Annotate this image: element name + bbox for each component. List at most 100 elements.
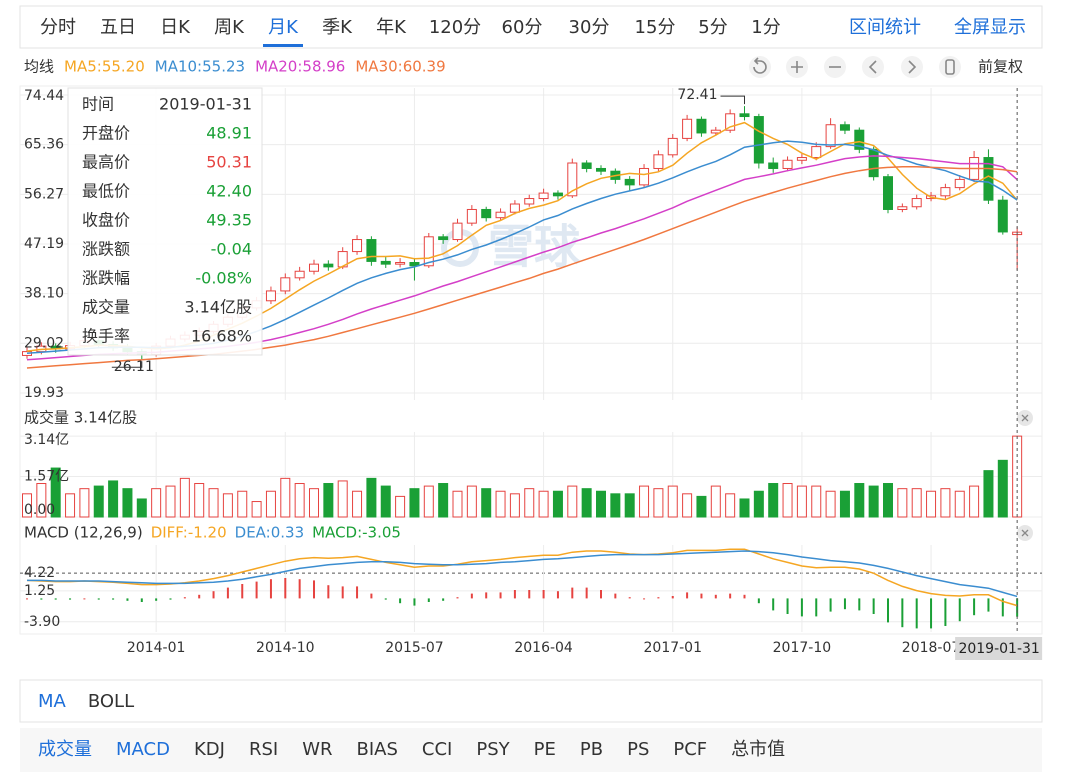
tab[interactable]: 5分: [698, 17, 727, 38]
tab[interactable]: 日K: [160, 17, 191, 38]
volume-bar: [65, 493, 76, 518]
volume-bar: [194, 483, 205, 518]
tooltip-value: 50.31: [206, 153, 252, 172]
volume-bar: [481, 488, 492, 518]
y-tick-label: 65.36: [24, 137, 64, 153]
volume-bar: [624, 493, 635, 518]
tab[interactable]: 分时: [40, 17, 76, 38]
macd-bar: [657, 597, 660, 599]
candle-body: [309, 263, 319, 272]
macd-bar: [298, 579, 301, 599]
ma-legend: 均线: [24, 58, 54, 76]
tab[interactable]: 1分: [751, 17, 780, 38]
macd-bar: [585, 587, 588, 599]
macd-bar: [528, 590, 531, 599]
macd-bar: [370, 593, 373, 599]
left-button[interactable]: [862, 56, 884, 78]
left-icon: [868, 60, 877, 74]
indicator-tab[interactable]: 成交量: [38, 739, 92, 760]
volume-bar: [423, 485, 434, 518]
indicator-tab[interactable]: PS: [627, 739, 649, 760]
plot-frame: [19, 85, 1043, 635]
volume-bar: [552, 490, 563, 518]
y-tick-label: 1.25: [24, 583, 55, 599]
tooltip-value: 42.40: [206, 182, 252, 201]
tab[interactable]: 30分: [569, 17, 610, 38]
macd-bar: [987, 598, 990, 612]
indicator-tab[interactable]: 总市值: [731, 739, 785, 760]
indicator-tab[interactable]: MACD: [116, 739, 170, 760]
volume-bar: [653, 488, 664, 518]
tab[interactable]: 年K: [376, 17, 407, 38]
y-tick-label: 47.19: [24, 236, 64, 252]
action[interactable]: 区间统计: [849, 17, 921, 38]
tooltip-key: 成交量: [82, 298, 130, 317]
macd-bar: [255, 581, 258, 599]
indicator-tab[interactable]: BOLL: [88, 691, 134, 712]
tooltip-key: 最低价: [82, 182, 130, 201]
action[interactable]: 全屏显示: [954, 17, 1026, 38]
indicator-tab[interactable]: PSY: [476, 739, 510, 760]
panel-title: 成交量 3.14亿股: [24, 409, 137, 427]
macd-bar: [815, 598, 818, 617]
volume-bar: [581, 488, 592, 518]
tooltip-key: 换手率: [82, 327, 130, 346]
macd-bar: [973, 598, 976, 616]
tooltip: [67, 87, 263, 356]
indicator-tab[interactable]: KDJ: [194, 739, 225, 760]
volume-bar: [868, 485, 879, 518]
indicator-tab[interactable]: RSI: [249, 739, 278, 760]
indicator-tab[interactable]: BIAS: [357, 739, 398, 760]
candle-body: [854, 129, 865, 150]
ma-legend: MA5:55.20: [64, 58, 145, 76]
candle-body: [552, 192, 563, 197]
macd-bar: [442, 598, 445, 601]
macd-bar: [786, 598, 789, 614]
macd-bar: [284, 578, 287, 599]
undo-button[interactable]: [749, 56, 771, 78]
macd-bar: [714, 594, 717, 599]
indicator-tab[interactable]: PE: [534, 739, 556, 760]
volume-bar: [854, 483, 865, 518]
tab[interactable]: 15分: [635, 17, 676, 38]
indicator-tab[interactable]: WR: [302, 739, 332, 760]
macd-bar: [757, 598, 760, 604]
volume-bar: [825, 490, 836, 518]
tab[interactable]: 五日: [100, 17, 136, 38]
y-tick-label: 19.93: [24, 385, 64, 401]
reset-icon: [945, 59, 955, 75]
volume-bar: [524, 488, 535, 518]
macd-bar: [427, 598, 430, 602]
x-tick-label: 2018-07: [902, 640, 961, 656]
volume-bar: [165, 485, 176, 518]
indicator-tab[interactable]: MA: [38, 691, 67, 712]
tab[interactable]: 月K: [268, 17, 299, 38]
y-tick-label: -3.90: [24, 614, 60, 630]
tab[interactable]: 60分: [502, 17, 543, 38]
tab[interactable]: 周K: [214, 17, 245, 38]
candle-body: [352, 239, 363, 253]
candle-body: [954, 178, 965, 189]
candle-body: [323, 263, 334, 268]
candle-body: [940, 187, 951, 197]
tab[interactable]: 120分: [429, 17, 481, 38]
macd-bar: [198, 594, 201, 599]
volume-bar: [739, 498, 750, 518]
candle-body: [653, 154, 664, 169]
adjust-toggle[interactable]: 前复权: [978, 58, 1023, 76]
macd-bar: [112, 598, 115, 600]
indicator-tab[interactable]: CCI: [422, 739, 452, 760]
right-button[interactable]: [901, 56, 923, 78]
volume-bar: [839, 490, 850, 518]
macd-bar: [456, 597, 459, 599]
indicator-tab[interactable]: PCF: [673, 739, 707, 760]
indicator-tab[interactable]: PB: [580, 739, 603, 760]
tab[interactable]: 季K: [322, 17, 353, 38]
macd-bar: [1016, 598, 1019, 617]
volume-bar: [352, 490, 363, 518]
macd-line: [26, 548, 1018, 607]
min-pointer: [111, 361, 143, 368]
volume-bar: [265, 490, 276, 518]
reset-button[interactable]: [939, 56, 961, 78]
tooltip-key: 收盘价: [82, 211, 130, 230]
